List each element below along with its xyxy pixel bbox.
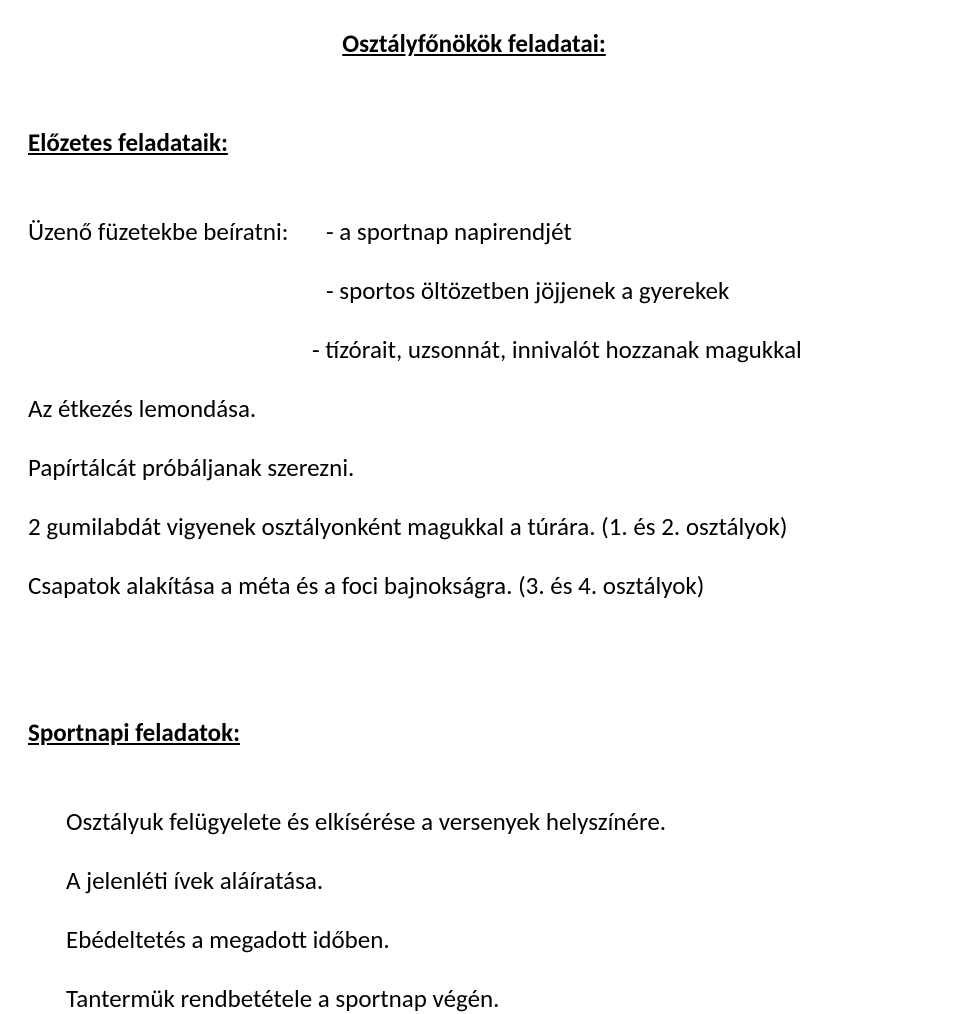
- instruction-item-3: - tízórait, uzsonnát, innivalót hozzanak…: [312, 334, 920, 365]
- instruction-label: Üzenő füzetekbe beíratni:: [28, 216, 326, 247]
- section-heading-prelim: Előzetes feladataik:: [28, 127, 920, 158]
- section-spacer: [28, 629, 920, 717]
- task-line-2: A jelenléti ívek aláíratása.: [66, 865, 920, 896]
- instruction-item-2: - sportos öltözetben jöjjenek a gyerekek: [326, 275, 920, 306]
- instruction-item-1: - a sportnap napirendjét: [326, 216, 572, 247]
- section-heading-tasks: Sportnapi feladatok:: [28, 717, 920, 748]
- task-line-3: Ebédeltetés a megadott időben.: [66, 924, 920, 955]
- instruction-row: Üzenő füzetekbe beíratni: - a sportnap n…: [28, 216, 920, 247]
- prelim-line-2: Papírtálcát próbáljanak szerezni.: [28, 452, 920, 483]
- prelim-line-3: 2 gumilabdát vigyenek osztályonként magu…: [28, 511, 920, 542]
- task-line-1: Osztályuk felügyelete és elkísérése a ve…: [66, 806, 920, 837]
- prelim-line-1: Az étkezés lemondása.: [28, 393, 920, 424]
- prelim-line-4: Csapatok alakítása a méta és a foci bajn…: [28, 570, 920, 601]
- document-title: Osztályfőnökök feladatai:: [28, 28, 920, 59]
- task-line-4: Tantermük rendbetétele a sportnap végén.: [66, 983, 920, 1014]
